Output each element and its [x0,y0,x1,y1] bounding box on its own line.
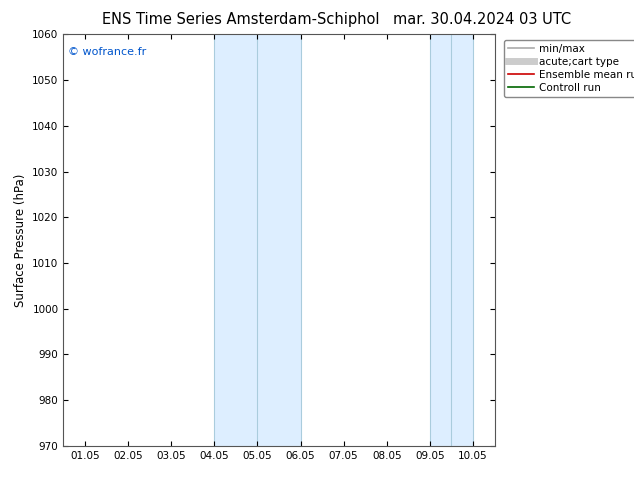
Text: © wofrance.fr: © wofrance.fr [68,47,146,57]
Bar [257,34,301,446]
Bar [214,34,257,446]
Y-axis label: Surface Pressure (hPa): Surface Pressure (hPa) [14,173,27,307]
Bar [430,34,451,446]
Text: ENS Time Series Amsterdam-Schiphol: ENS Time Series Amsterdam-Schiphol [102,12,380,27]
Bar [451,34,473,446]
Text: mar. 30.04.2024 03 UTC: mar. 30.04.2024 03 UTC [393,12,571,27]
Legend: min/max, acute;cart type, Ensemble mean run, Controll run: min/max, acute;cart type, Ensemble mean … [504,40,634,97]
